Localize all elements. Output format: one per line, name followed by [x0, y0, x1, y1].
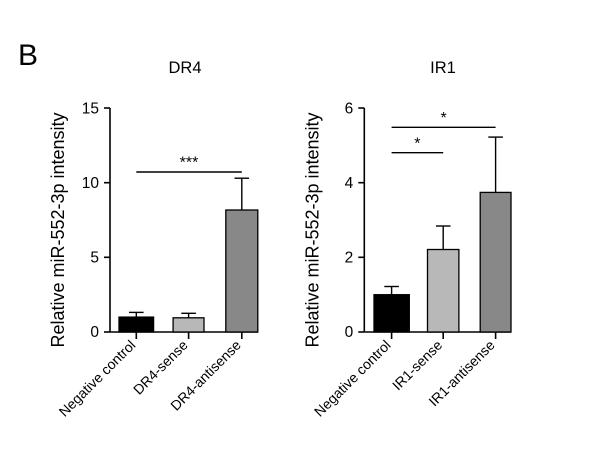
svg-text:*: * [440, 110, 446, 127]
svg-text:0: 0 [90, 324, 99, 341]
svg-text:15: 15 [82, 101, 99, 118]
svg-text:10: 10 [82, 175, 100, 192]
svg-text:0: 0 [345, 324, 354, 341]
svg-text:IR1: IR1 [430, 59, 456, 77]
svg-text:DR4: DR4 [168, 59, 201, 77]
svg-text:4: 4 [345, 175, 354, 192]
svg-text:5: 5 [90, 250, 99, 267]
svg-text:*: * [414, 136, 420, 153]
svg-text:Relative miR-552-3p intensity: Relative miR-552-3p intensity [48, 112, 68, 347]
svg-text:B: B [18, 39, 38, 72]
svg-text:2: 2 [345, 250, 354, 267]
svg-text:***: *** [180, 155, 199, 172]
svg-text:6: 6 [345, 101, 354, 118]
svg-text:Relative miR-552-3p intensity: Relative miR-552-3p intensity [302, 112, 322, 347]
